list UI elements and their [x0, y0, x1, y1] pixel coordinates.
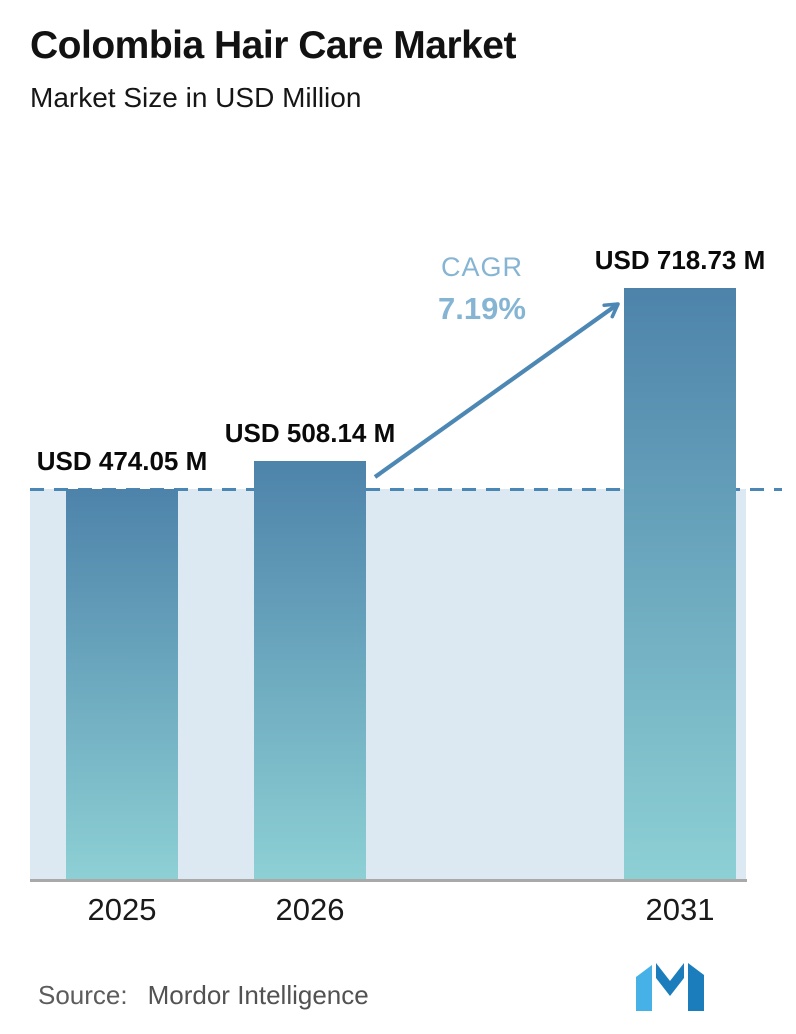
bar-2031 — [624, 288, 736, 879]
source-note: Source: Mordor Intelligence — [38, 980, 369, 1011]
cagr-value: 7.19% — [438, 291, 526, 326]
cagr-label: CAGR — [440, 252, 523, 282]
x-axis-label: 2031 — [645, 892, 715, 927]
bar-2026 — [254, 461, 366, 879]
source-label: Source: — [38, 980, 128, 1010]
mordor-intelligence-logo — [636, 963, 704, 1011]
bar-value-label: USD 718.73 M — [594, 245, 766, 275]
cagr-annotation: CAGR 7.19% — [438, 252, 526, 327]
x-axis-label: 2025 — [87, 892, 157, 927]
reference-dashed-line — [30, 488, 782, 492]
chart-title: Colombia Hair Care Market — [30, 24, 517, 67]
bar-2025 — [66, 489, 178, 879]
source-value: Mordor Intelligence — [147, 980, 369, 1010]
chart-subtitle: Market Size in USD Million — [30, 82, 362, 113]
bar-value-label: USD 508.14 M — [224, 418, 396, 449]
x-axis-line — [30, 879, 747, 882]
plot-area: CAGR 7.19% USD 474.05 M 2025 USD 508.14 M 2… — [30, 230, 782, 927]
bar-value-label: USD 474.05 M — [36, 446, 208, 477]
x-axis-label: 2026 — [275, 892, 345, 927]
